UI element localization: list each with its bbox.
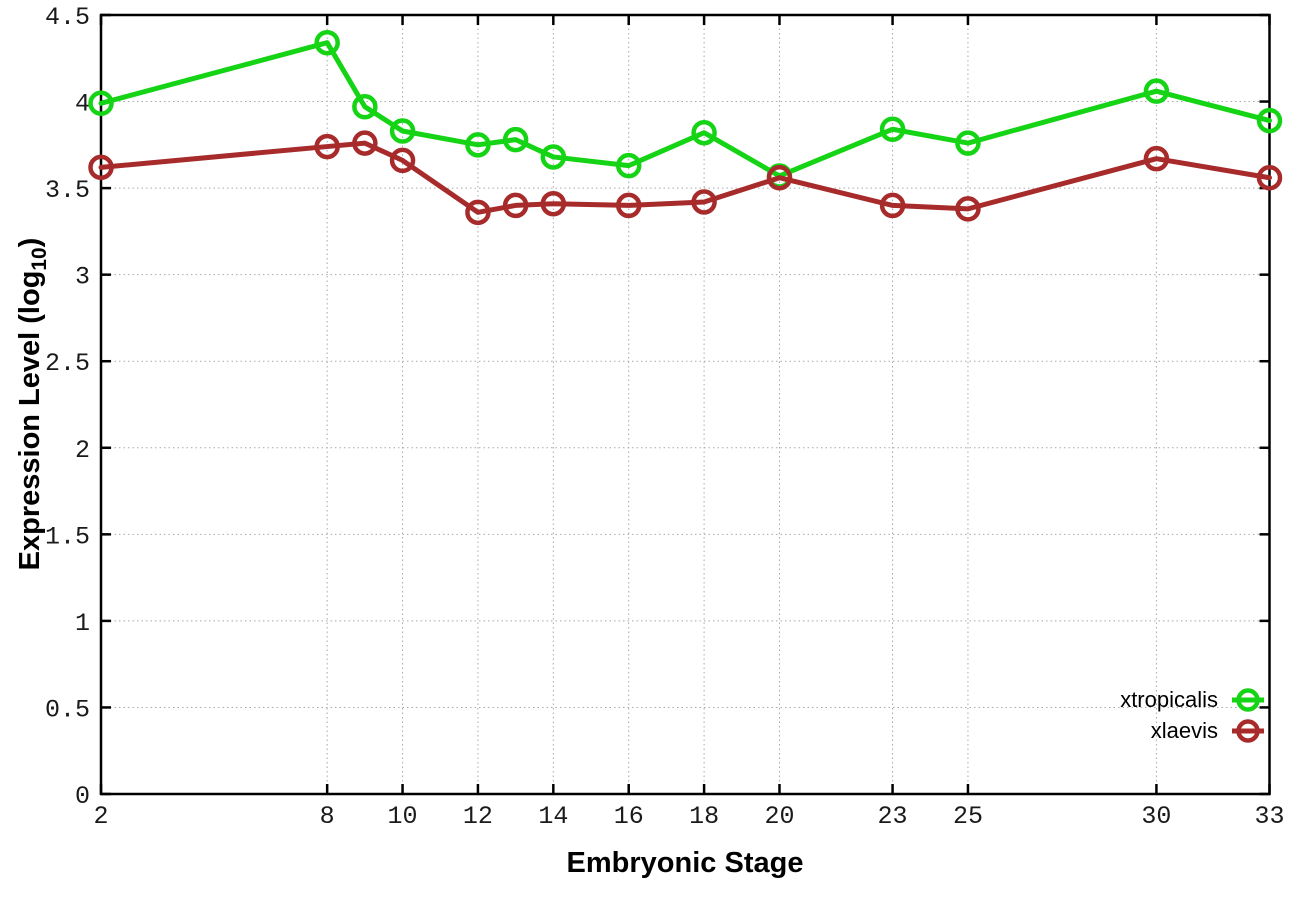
y-tick-label: 0.5 <box>45 695 90 724</box>
y-tick-label: 1 <box>75 609 90 638</box>
legend-item-xtropicalis: xtropicalis <box>1120 684 1264 715</box>
x-tick-label: 8 <box>320 802 335 831</box>
x-tick-label: 14 <box>538 802 568 831</box>
y-tick-label: 2 <box>75 436 90 465</box>
data-point-xtropicalis <box>540 144 567 170</box>
data-point-xlaevis <box>389 147 416 174</box>
data-point-xtropicalis <box>389 118 416 144</box>
legend-item-xlaevis: xlaevis <box>1120 715 1264 746</box>
legend-label-xlaevis: xlaevis <box>1150 717 1218 743</box>
data-point-xlaevis <box>766 164 793 191</box>
y-tick-label: 4.5 <box>45 3 90 32</box>
series-line-xlaevis <box>98 140 1272 215</box>
x-tick-label: 33 <box>1254 802 1284 831</box>
data-point-xlaevis <box>955 196 981 222</box>
series-line-xtropicalis <box>98 40 1272 179</box>
y-tick-label: 3.5 <box>45 176 90 205</box>
legend-marker-xtropicalis <box>1232 687 1264 712</box>
x-tick-label: 30 <box>1141 802 1171 831</box>
data-point-xtropicalis <box>465 132 491 158</box>
data-point-xlaevis <box>465 199 491 226</box>
data-point-xtropicalis <box>691 119 717 146</box>
y-tick-label: 3 <box>75 263 90 292</box>
x-tick-label: 12 <box>463 802 493 831</box>
data-point-xlaevis <box>502 192 529 219</box>
data-point-xtropicalis <box>352 93 378 120</box>
y-axis-title-text: Expression Level (log <box>14 270 46 571</box>
data-point-xlaevis <box>691 189 717 215</box>
y-axis-title: Expression Level (log10) <box>8 154 52 654</box>
x-tick-label: 16 <box>614 802 644 831</box>
x-tick-label: 18 <box>689 802 719 831</box>
plot-border <box>99 13 1271 796</box>
data-point-xtropicalis <box>955 130 981 156</box>
data-point-xlaevis <box>88 154 114 181</box>
y-tick-label: 2.5 <box>45 349 90 378</box>
data-point-xlaevis <box>352 130 378 156</box>
x-tick-label: 2 <box>93 802 108 831</box>
x-axis-title: Embryonic Stage <box>566 847 804 879</box>
y-axis-title-suffix: ) <box>14 237 46 248</box>
y-tick-label: 0 <box>75 782 90 811</box>
data-point-xlaevis <box>879 192 906 219</box>
legend-sample-circle-xtropicalis <box>1236 687 1260 712</box>
legend-sample-circle-xlaevis <box>1236 718 1260 743</box>
data-point-xlaevis <box>314 133 340 160</box>
data-point-xtropicalis <box>615 152 642 179</box>
data-point-xtropicalis <box>1143 78 1170 104</box>
y-tick-label: 4 <box>75 90 90 119</box>
data-point-xlaevis <box>540 190 567 217</box>
data-point-xtropicalis <box>314 29 340 56</box>
data-point-xtropicalis <box>88 90 114 117</box>
data-point-xtropicalis <box>502 126 529 153</box>
x-tick-label: 10 <box>388 802 418 831</box>
x-tick-label: 25 <box>953 802 983 831</box>
data-point-xlaevis <box>615 192 642 219</box>
y-tick-label: 1.5 <box>45 522 90 551</box>
data-point-xtropicalis <box>879 116 906 143</box>
legend-marker-xlaevis <box>1232 718 1264 743</box>
legend-label-xtropicalis: xtropicalis <box>1120 686 1218 712</box>
x-tick-label: 23 <box>878 802 908 831</box>
data-point-xtropicalis <box>1256 107 1283 134</box>
y-axis-title-subscript: 10 <box>27 247 51 271</box>
legend: xtropicalis xlaevis <box>1120 684 1264 746</box>
data-point-xlaevis <box>1143 145 1170 172</box>
x-tick-label: 20 <box>764 802 794 831</box>
data-point-xlaevis <box>1256 164 1283 191</box>
